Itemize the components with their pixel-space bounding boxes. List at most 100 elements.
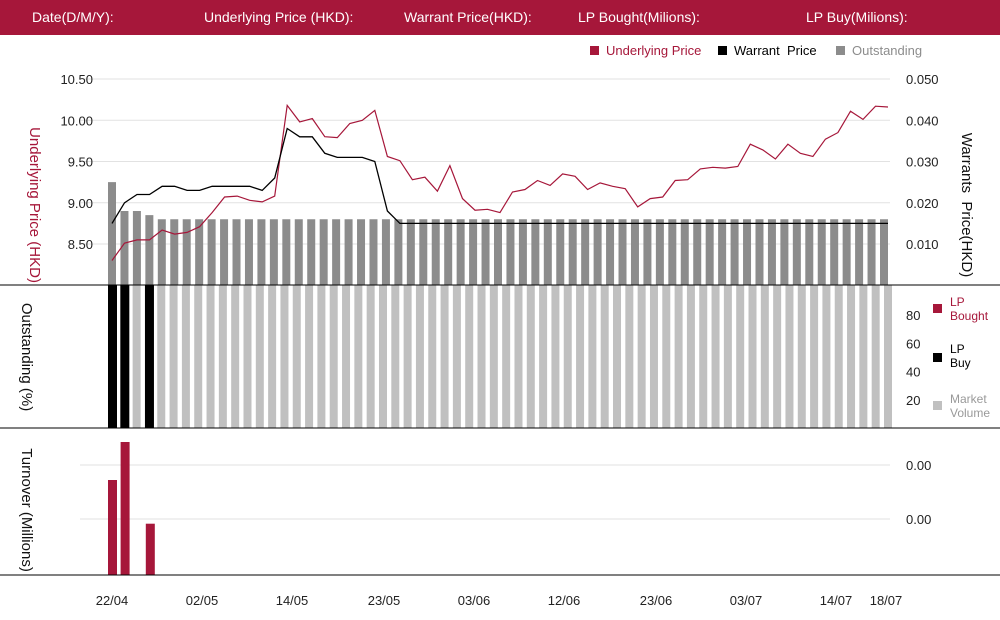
y-tick-underlying: 10.50 — [60, 72, 93, 87]
outstanding-bar — [220, 219, 229, 285]
market-volume-bar — [736, 285, 745, 428]
outstanding-bar — [319, 219, 328, 285]
market-volume-bar — [502, 285, 511, 428]
market-volume-bar — [674, 285, 683, 428]
market-volume-bar — [317, 285, 326, 428]
outstanding-bar — [357, 219, 366, 285]
market-volume-bar — [292, 285, 301, 428]
outstanding-bar — [419, 219, 428, 285]
outstanding-bar — [269, 219, 278, 285]
warrant-price-line — [111, 127, 888, 225]
outstanding-bar — [307, 219, 316, 285]
outstanding-bar — [244, 219, 253, 285]
market-volume-bar — [378, 285, 387, 428]
x-tick-label: 23/05 — [368, 593, 401, 608]
price-lines — [111, 103, 889, 261]
market-volume-bar — [637, 285, 646, 428]
outstanding-bar — [767, 219, 776, 285]
market-volume-bar — [305, 285, 314, 428]
market-volume-bar — [403, 285, 412, 428]
outstanding-bar — [718, 219, 727, 285]
x-tick-label: 18/07 — [870, 593, 903, 608]
market-volume-bar — [206, 285, 215, 428]
outstanding-bar — [655, 219, 664, 285]
axes — [0, 284, 1000, 576]
outstanding-bar — [693, 219, 702, 285]
outstanding-bar — [170, 219, 179, 285]
market-volume-bar — [785, 285, 794, 428]
outstanding-bar — [182, 219, 191, 285]
outstanding-bar — [581, 219, 590, 285]
market-volume-bar — [847, 285, 856, 428]
market-volume-bar — [477, 285, 486, 428]
header-bar: Date(D/M/Y): Underlying Price (HKD): War… — [0, 0, 1000, 35]
outstanding-bar — [294, 219, 303, 285]
market-volume-bar — [686, 285, 695, 428]
outstanding-bar — [469, 219, 478, 285]
outstanding-bar — [232, 219, 241, 285]
outstanding-bar — [481, 219, 490, 285]
legend-outstanding-label: Outstanding — [852, 43, 922, 58]
outstanding-bar — [332, 219, 341, 285]
x-tick-label: 23/06 — [640, 593, 673, 608]
market-volume-bar — [600, 285, 609, 428]
lp-bought-label: LP Bought(Milions): — [578, 9, 700, 25]
market-volume-bar — [539, 285, 548, 428]
y-axis-title-underlying: Underlying Price (HKD) — [26, 127, 43, 283]
outstanding-bar — [792, 219, 801, 285]
market-volume-bar — [711, 285, 720, 428]
y-tick-outstanding: 60 — [906, 336, 920, 351]
market-volume-bar — [526, 285, 535, 428]
legend-lp-bought-label: LP Bought — [950, 295, 989, 323]
outstanding-bar — [606, 219, 615, 285]
market-volume-bar — [871, 285, 880, 428]
outstanding-bar — [282, 219, 291, 285]
market-volume-bar — [465, 285, 474, 428]
underlying-price-line — [111, 103, 889, 261]
outstanding-bar — [444, 219, 453, 285]
outstanding-bar — [830, 219, 839, 285]
y-tick-outstanding: 20 — [906, 393, 920, 408]
outstanding-bar — [543, 219, 552, 285]
warrant-price-label: Warrant Price(HKD): — [404, 9, 532, 25]
legend-market-volume-line1: Market — [950, 392, 987, 406]
market-volume-bar — [563, 285, 572, 428]
outstanding-bar — [568, 219, 577, 285]
market-volume-bar — [723, 285, 732, 428]
outstanding-bar — [531, 219, 540, 285]
market-volume-bar — [884, 285, 892, 428]
x-tick-label: 22/04 — [96, 593, 129, 608]
outstanding-bar — [780, 219, 789, 285]
market-volume-bar — [428, 285, 437, 428]
market-volume-bar — [329, 285, 338, 428]
y-tick-outstanding: 40 — [906, 365, 920, 380]
market-volume-bar — [194, 285, 203, 428]
x-tick-label: 03/07 — [730, 593, 763, 608]
outstanding-bar — [456, 219, 465, 285]
legend-lp-buy-swatch — [933, 353, 942, 362]
market-volume-bar — [699, 285, 708, 428]
market-volume-bar — [760, 285, 769, 428]
legend-market-volume-label: Market Volume — [950, 392, 990, 420]
outstanding-bar — [394, 219, 403, 285]
y-tick-turnover: 0.00 — [906, 458, 931, 473]
outstanding-bar — [108, 182, 116, 285]
market-volume-bar — [231, 285, 240, 428]
legend-market-volume-line2: Volume — [950, 406, 990, 420]
y-tick-underlying: 9.50 — [68, 155, 93, 170]
legend-lp-buy-line2: Buy — [950, 356, 971, 370]
market-volume-bar — [588, 285, 597, 428]
outstanding-bar — [593, 219, 602, 285]
outstanding-bar — [556, 219, 565, 285]
outstanding-bar — [406, 219, 415, 285]
outstanding-bars — [108, 182, 888, 285]
market-volume-bar — [255, 285, 264, 428]
market-volume-bar — [489, 285, 498, 428]
outstanding-bar — [207, 219, 216, 285]
outstanding-bar — [842, 219, 851, 285]
market-volume-bar — [391, 285, 400, 428]
market-volume-bar — [366, 285, 375, 428]
market-volume-bar — [243, 285, 252, 428]
outstanding-bar — [132, 211, 141, 285]
outstanding-bar — [369, 219, 378, 285]
